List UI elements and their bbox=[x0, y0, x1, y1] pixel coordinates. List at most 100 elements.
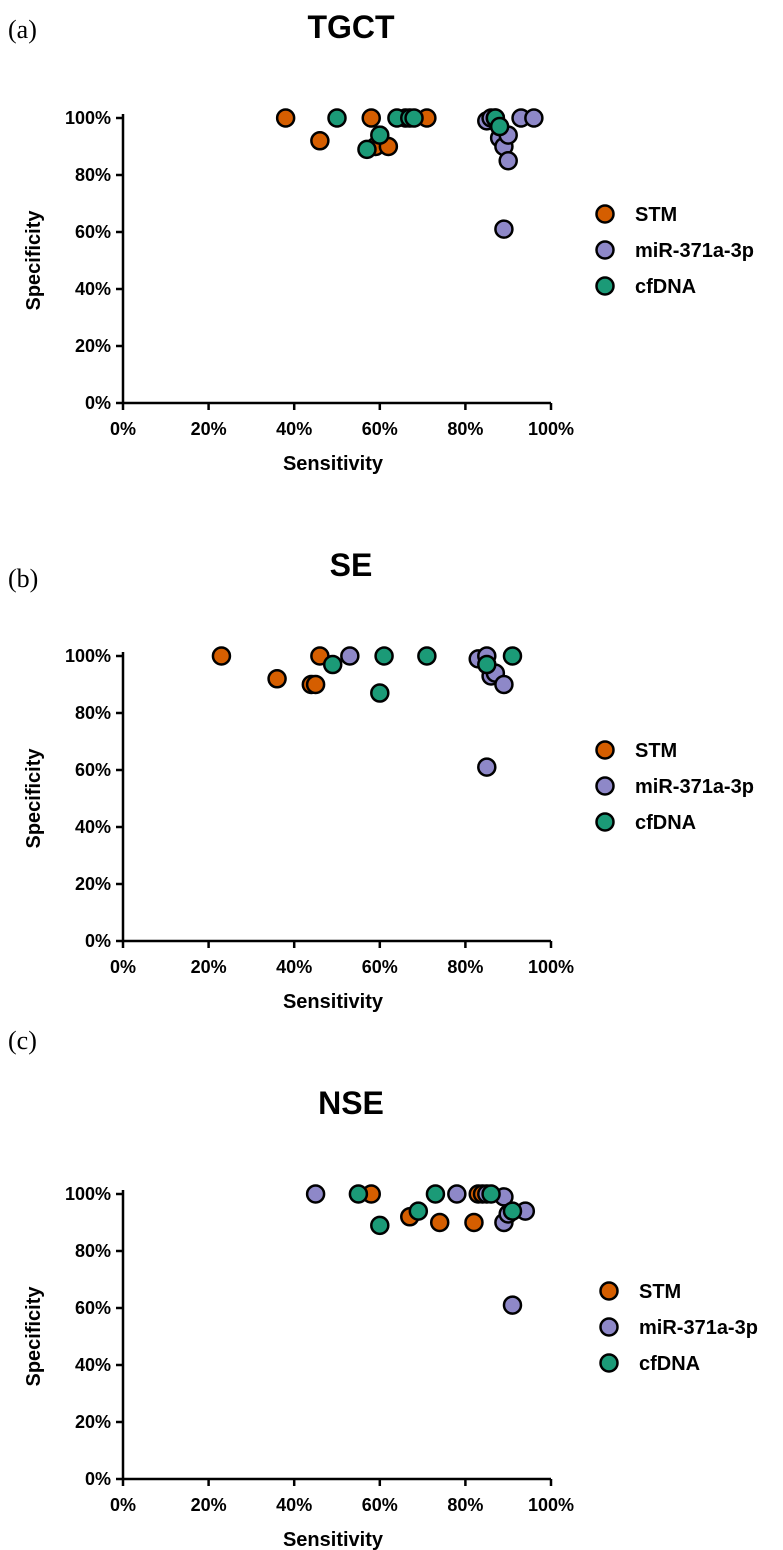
data-point bbox=[477, 654, 497, 675]
x-axis-title: Sensitivity bbox=[283, 991, 384, 1013]
data-point bbox=[477, 757, 497, 777]
legend-label: miR-371a-3p bbox=[635, 240, 754, 262]
series-miR-371a-3p bbox=[477, 108, 544, 239]
y-tick-label: 80% bbox=[75, 165, 111, 185]
data-point bbox=[305, 1184, 326, 1204]
data-point bbox=[340, 646, 360, 666]
data-point bbox=[348, 1184, 369, 1204]
legend-marker bbox=[595, 240, 615, 260]
legend-label: cfDNA bbox=[639, 1353, 700, 1375]
data-point bbox=[322, 654, 343, 675]
legend-marker bbox=[599, 1353, 619, 1373]
data-point bbox=[404, 108, 424, 128]
data-point bbox=[361, 108, 381, 128]
x-tick-label: 20% bbox=[191, 1495, 227, 1515]
panel-letter: (c) bbox=[8, 1026, 37, 1055]
data-point bbox=[275, 108, 296, 128]
data-point bbox=[524, 108, 544, 128]
y-tick-label: 40% bbox=[75, 279, 111, 299]
data-point bbox=[310, 131, 330, 151]
x-tick-label: 20% bbox=[191, 957, 227, 977]
legend-marker bbox=[595, 204, 615, 224]
data-point bbox=[370, 1215, 390, 1236]
data-point bbox=[494, 219, 514, 239]
y-tick-label: 20% bbox=[75, 1412, 111, 1432]
y-tick-label: 0% bbox=[85, 931, 111, 951]
x-axis-title: Sensitivity bbox=[283, 453, 384, 475]
x-axis-title: Sensitivity bbox=[283, 1529, 384, 1550]
data-point bbox=[305, 674, 326, 695]
legend-marker bbox=[599, 1281, 619, 1301]
legend-marker bbox=[595, 776, 615, 796]
legend-marker bbox=[595, 276, 615, 296]
panel-letter: (a) bbox=[8, 15, 37, 44]
y-axis-title: Specificity bbox=[23, 210, 45, 311]
x-tick-label: 60% bbox=[362, 957, 398, 977]
y-tick-label: 40% bbox=[75, 1355, 111, 1375]
chart-title: TGCT bbox=[307, 9, 395, 45]
x-tick-label: 20% bbox=[191, 419, 227, 439]
y-tick-label: 100% bbox=[65, 1184, 111, 1204]
x-tick-label: 40% bbox=[276, 957, 312, 977]
x-tick-label: 0% bbox=[110, 419, 136, 439]
series-cfDNA bbox=[327, 108, 510, 160]
y-tick-label: 20% bbox=[75, 874, 111, 894]
legend-marker bbox=[595, 740, 615, 760]
legend-marker bbox=[595, 812, 615, 832]
data-point bbox=[498, 151, 518, 171]
legend: STM miR-371a-3p cfDNA bbox=[595, 740, 754, 834]
y-tick-label: 100% bbox=[65, 646, 111, 666]
legend-label: STM bbox=[639, 1281, 681, 1303]
chart-title: NSE bbox=[318, 1085, 384, 1121]
data-point bbox=[357, 139, 377, 160]
y-tick-label: 60% bbox=[75, 222, 111, 242]
x-tick-label: 80% bbox=[447, 957, 483, 977]
series-cfDNA bbox=[322, 646, 523, 703]
data-point bbox=[267, 669, 287, 689]
x-tick-label: 100% bbox=[528, 1495, 574, 1515]
series-STM bbox=[211, 646, 330, 695]
legend-label: cfDNA bbox=[635, 276, 696, 298]
data-point bbox=[447, 1184, 467, 1204]
y-tick-label: 0% bbox=[85, 1469, 111, 1489]
data-point bbox=[494, 674, 514, 695]
data-point bbox=[417, 646, 437, 666]
data-point bbox=[408, 1201, 429, 1221]
data-point bbox=[374, 646, 394, 666]
data-point bbox=[211, 646, 232, 666]
y-tick-label: 40% bbox=[75, 817, 111, 837]
y-tick-label: 80% bbox=[75, 1241, 111, 1261]
y-axis-title: Specificity bbox=[23, 748, 45, 849]
data-point bbox=[370, 683, 390, 703]
legend-label: miR-371a-3p bbox=[639, 1317, 758, 1339]
data-point bbox=[370, 125, 390, 145]
x-tick-label: 100% bbox=[528, 419, 574, 439]
legend: STM miR-371a-3p cfDNA bbox=[599, 1281, 758, 1375]
data-point bbox=[327, 108, 347, 128]
x-tick-label: 80% bbox=[447, 1495, 483, 1515]
data-point bbox=[502, 1295, 523, 1315]
x-tick-label: 40% bbox=[276, 1495, 312, 1515]
y-tick-label: 100% bbox=[65, 108, 111, 128]
data-point bbox=[502, 1201, 523, 1221]
data-point bbox=[464, 1212, 484, 1233]
y-tick-label: 20% bbox=[75, 336, 111, 356]
panel-letter: (b) bbox=[8, 564, 38, 593]
legend-label: cfDNA bbox=[635, 812, 696, 834]
y-axis-title: Specificity bbox=[23, 1286, 45, 1387]
y-tick-label: 80% bbox=[75, 703, 111, 723]
y-tick-label: 60% bbox=[75, 760, 111, 780]
x-tick-label: 60% bbox=[362, 1495, 398, 1515]
panel-1: (b) SE 0% 20% 40% 60% 80% 100% 0% 20% 40% 60% 80% 100… bbox=[8, 547, 754, 1013]
panel-0: (a) TGCT 0% 20% 40% 60% 80% 100% 0% 20% 40% 60% 80% 1… bbox=[8, 9, 754, 475]
data-point bbox=[489, 116, 510, 137]
legend-label: STM bbox=[635, 204, 677, 226]
series-cfDNA bbox=[348, 1184, 523, 1236]
legend-marker bbox=[599, 1317, 619, 1337]
x-tick-label: 80% bbox=[447, 419, 483, 439]
x-tick-label: 100% bbox=[528, 957, 574, 977]
y-tick-label: 0% bbox=[85, 393, 111, 413]
chart-title: SE bbox=[330, 547, 373, 583]
y-tick-label: 60% bbox=[75, 1298, 111, 1318]
